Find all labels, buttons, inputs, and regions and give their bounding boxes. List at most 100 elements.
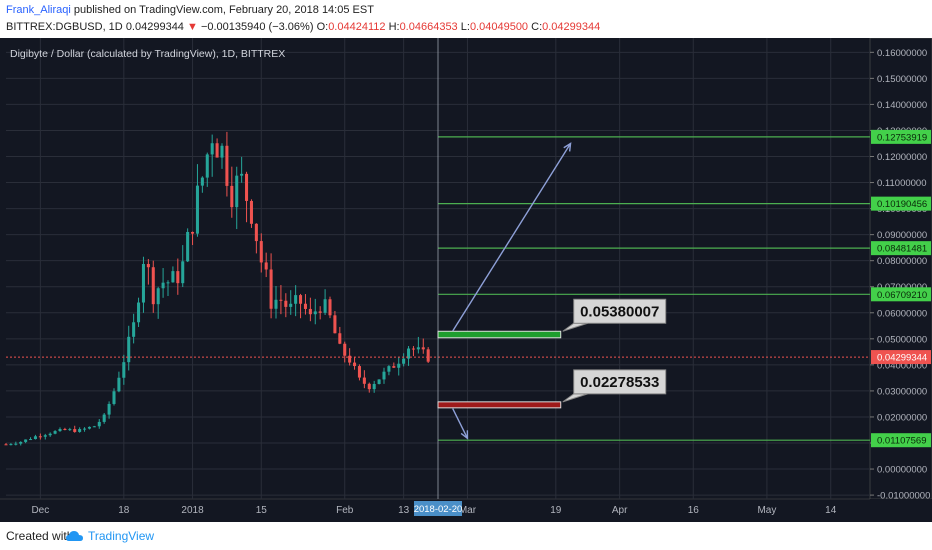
x-tick-label: 13 [398,505,410,516]
projection-arrow-line [452,143,572,332]
candle-body [333,315,337,334]
low-label: L: [460,21,470,33]
y-tick-label: 0.11000000 [877,178,927,189]
x-tick-label: Feb [336,505,354,516]
candle-body [63,428,67,430]
y-tick-label: 0.02000000 [877,412,927,423]
candle-body [303,303,307,309]
candle-body [313,311,317,315]
candle-body [205,154,209,178]
last-price-tag-bg [871,350,931,365]
candle-body [377,379,381,384]
candle-body [141,263,145,303]
candle-body [259,241,263,263]
close-label: C: [531,21,543,33]
y-tick-label: -0.01000000 [877,491,930,502]
y-tick-label: 0.04000000 [877,360,927,371]
published-text: published on TradingView.com, February 2… [73,4,374,16]
last-price: 0.04299344 [125,21,184,33]
candle-body [43,435,47,437]
level-tag-label: 0.10190456 [877,199,927,210]
candle-body [372,383,376,390]
candle-body [191,231,195,234]
candle-body [382,371,386,380]
y-tick-label: 0.16000000 [877,48,927,59]
y-tick-label: 0.05000000 [877,334,927,345]
open-label: O: [316,21,329,33]
publisher-line: Frank_Aliraqi published on TradingView.c… [6,4,374,16]
candle-body [200,177,204,186]
y-tick-label: 0.00000000 [877,465,927,476]
callout-label: 0.05380007 [580,303,659,320]
candle-body [407,348,411,359]
change-value: −0.00135940 (−3.06%) [200,21,314,33]
cursor-date-bg [414,501,462,516]
created-with-text: Created with [6,529,74,543]
candle-body [421,347,425,350]
candle-body [308,308,312,315]
tradingview-cloud-icon [66,531,83,541]
candle-body [83,428,87,430]
candle-body [161,282,165,289]
candle-body [38,436,42,438]
callout-box [573,369,667,395]
projection-arrow-head [460,430,469,440]
candle-body [102,414,106,422]
candle-body [220,145,224,158]
callout-label: 0.02278533 [580,374,659,391]
candle-body [29,439,33,441]
candle-body [122,362,126,378]
symbol-label: BITTREX:DGBUSD, 1D [6,21,123,33]
candle-body [33,436,37,440]
x-tick-label: Dec [31,505,49,516]
x-tick-label: 16 [688,505,700,516]
y-tick-label: 0.03000000 [877,386,927,397]
candle-body [97,421,101,427]
open-value: 0.04424112 [328,21,386,33]
candle-body [112,391,116,404]
y-tick-label: 0.15000000 [877,74,927,85]
candle-body [240,173,244,176]
candle-body [411,348,415,350]
target-down-box [437,401,562,409]
price-axis-panel [869,38,932,500]
level-tag-bg [871,287,931,302]
candle-body [87,426,91,429]
tradingview-brand[interactable]: TradingView [88,529,155,543]
x-tick-label: Apr [612,505,628,516]
chart-header: Frank_Aliraqi published on TradingView.c… [0,0,932,38]
last-price-tag-label: 0.04299344 [877,353,927,364]
candle-body [426,349,430,362]
candle-body [294,295,298,304]
level-tag-label: 0.01107569 [877,436,927,447]
level-tag-label: 0.06709210 [877,290,927,301]
projection-arrow-head [563,142,572,152]
candle-body [249,200,253,224]
low-value: 0.04049500 [469,21,529,33]
price-chart[interactable]: -0.010000000.000000000.010000000.0200000… [0,38,932,522]
candle-body [151,267,155,305]
candle-body [299,295,303,304]
candle-body [215,143,219,158]
chart-title: Digibyte / Dollar (calculated by Trading… [10,48,285,60]
candle-body [402,358,406,364]
candle-body [68,429,72,431]
candle-body [107,403,111,415]
candle-body [117,377,121,392]
candle-body [254,223,258,242]
candle-body [269,269,273,309]
callout-box [573,298,667,324]
projection-arrow-line [452,408,469,439]
candle-body [323,299,327,313]
candle-body [166,282,170,284]
candle-body [264,262,268,270]
y-tick-label: 0.06000000 [877,308,927,319]
candle-body [146,263,150,268]
candle-body [73,429,77,432]
candle-body [318,311,322,313]
author-link[interactable]: Frank_Aliraqi [6,4,71,16]
candle-body [19,441,23,444]
x-tick-label: 2018 [181,505,204,516]
candle-body [367,383,371,390]
candle-body [343,343,347,356]
